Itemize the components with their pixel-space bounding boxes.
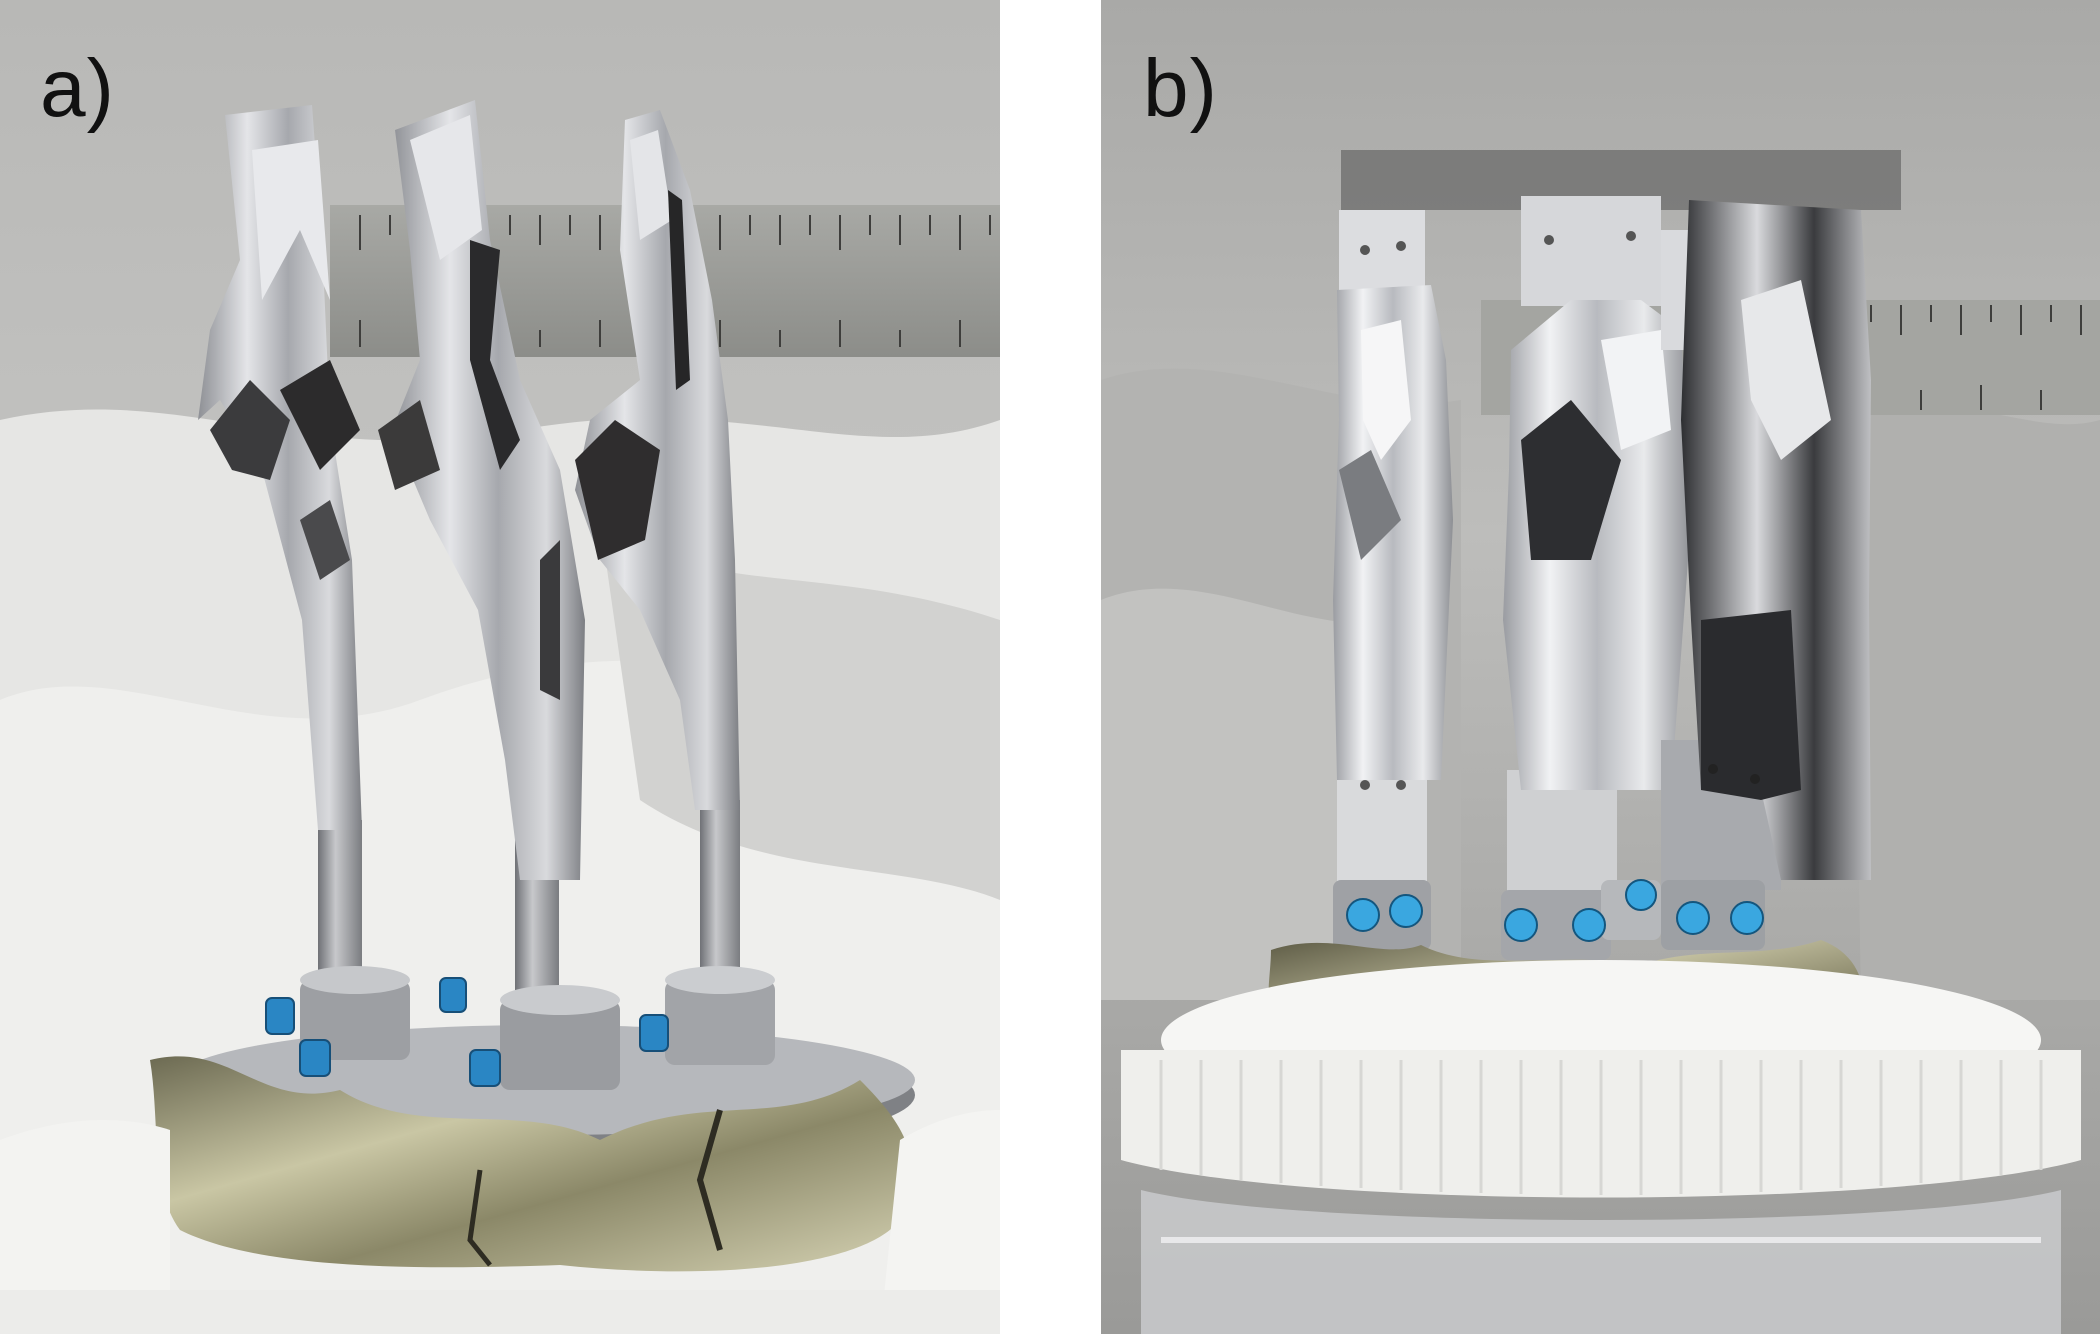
container-lid [0, 1120, 170, 1334]
electrode-right [1661, 200, 1871, 890]
lid-ridges [1159, 1060, 2043, 1195]
blue-screws [265, 977, 669, 1087]
panel-b-photo [1101, 0, 2100, 1334]
ruler-ticks [1840, 305, 2082, 410]
electrode-middle [378, 100, 585, 1030]
gold-foil-wrap [150, 1056, 913, 1272]
photo-panel-b: b) [1101, 0, 2100, 1334]
photo-panel-a: a) [0, 0, 1000, 1334]
electrode-holders [300, 966, 775, 1090]
panel-a-photo [0, 0, 1000, 1334]
blue-screws [1346, 879, 1764, 942]
electrode-left [1333, 210, 1453, 895]
electrode-middle [1503, 196, 1691, 900]
clear-jar [1141, 1190, 2061, 1334]
